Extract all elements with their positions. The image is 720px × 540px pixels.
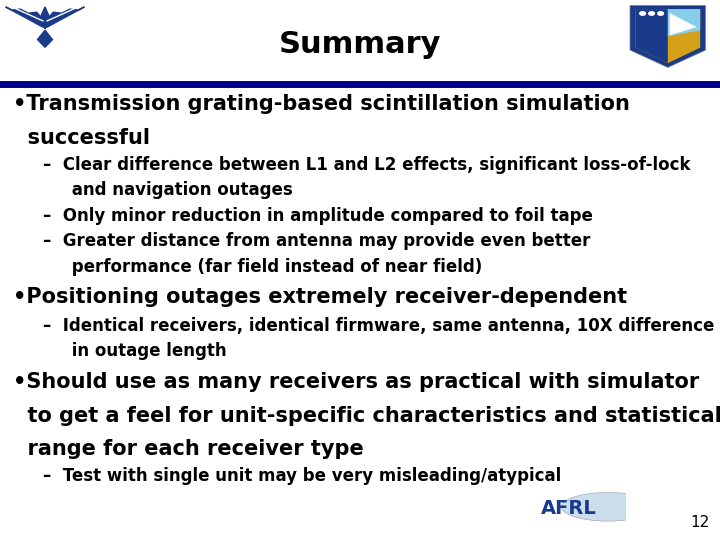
Text: and navigation outages: and navigation outages: [43, 181, 293, 199]
Text: –  Identical receivers, identical firmware, same antenna, 10X difference: – Identical receivers, identical firmwar…: [43, 317, 714, 335]
Polygon shape: [635, 9, 700, 63]
Polygon shape: [37, 30, 53, 48]
Polygon shape: [670, 13, 696, 35]
Text: performance (far field instead of near field): performance (far field instead of near f…: [43, 258, 482, 275]
Circle shape: [648, 11, 655, 16]
Text: to get a feel for unit-specific characteristics and statistical: to get a feel for unit-specific characte…: [13, 406, 720, 426]
Polygon shape: [630, 5, 706, 68]
Text: Summary: Summary: [279, 30, 441, 59]
Polygon shape: [668, 9, 700, 36]
Text: –  Only minor reduction in amplitude compared to foil tape: – Only minor reduction in amplitude comp…: [43, 207, 593, 225]
Polygon shape: [47, 7, 84, 27]
Polygon shape: [635, 9, 668, 63]
Text: –  Clear difference between L1 and L2 effects, significant loss-of-lock: – Clear difference between L1 and L2 eff…: [43, 156, 690, 174]
Circle shape: [657, 11, 664, 16]
Text: AFRL: AFRL: [541, 499, 596, 518]
Polygon shape: [6, 7, 43, 27]
Text: –  Test with single unit may be very misleading/atypical: – Test with single unit may be very misl…: [43, 467, 562, 485]
Circle shape: [562, 492, 654, 521]
Text: 12: 12: [690, 515, 709, 530]
Text: •Should use as many receivers as practical with simulator: •Should use as many receivers as practic…: [13, 372, 699, 392]
Text: –  Greater distance from antenna may provide even better: – Greater distance from antenna may prov…: [43, 232, 590, 250]
Text: •Positioning outages extremely receiver-dependent: •Positioning outages extremely receiver-…: [13, 287, 627, 307]
Circle shape: [639, 11, 647, 16]
Text: successful: successful: [13, 128, 150, 148]
Text: •Transmission grating-based scintillation simulation: •Transmission grating-based scintillatio…: [13, 94, 630, 114]
Text: in outage length: in outage length: [43, 342, 227, 360]
Text: range for each receiver type: range for each receiver type: [13, 439, 364, 459]
Polygon shape: [39, 7, 51, 29]
